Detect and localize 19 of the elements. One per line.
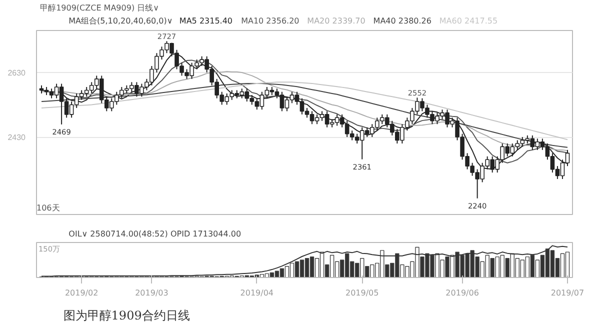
text: MA5 2315.40	[179, 16, 233, 26]
y-tick-label: 2430	[8, 133, 26, 142]
x-tick-label: 2019/07	[550, 288, 584, 298]
annotation: 106天	[36, 204, 60, 212]
text: OPID 1713044.00	[170, 230, 242, 238]
x-tick-label: 2019/02	[64, 288, 98, 298]
x-tick-label: 2019/04	[240, 288, 274, 298]
text: 图为甲醇1909合约日线	[63, 308, 190, 322]
text: MA10 2356.20	[241, 16, 300, 26]
y-tick-label: 2630	[8, 68, 26, 78]
chart-title: 甲醇1909(CZCE MA909) 日线∨	[40, 4, 159, 12]
text: MA60 2417.55	[439, 16, 498, 26]
text: MA20 2339.70	[307, 16, 366, 26]
text: OIL∨ 2580714.00(48:52)	[68, 230, 168, 238]
x-tick-label: 2019/06	[446, 288, 479, 298]
x-tick-label: 2019/05	[345, 288, 379, 298]
x-tick-label: 2019/03	[135, 288, 168, 298]
text: MA40 2380.26	[373, 16, 432, 26]
chart-subtitle: MA组合(5,10,20,40,60,0)∨	[68, 16, 173, 26]
